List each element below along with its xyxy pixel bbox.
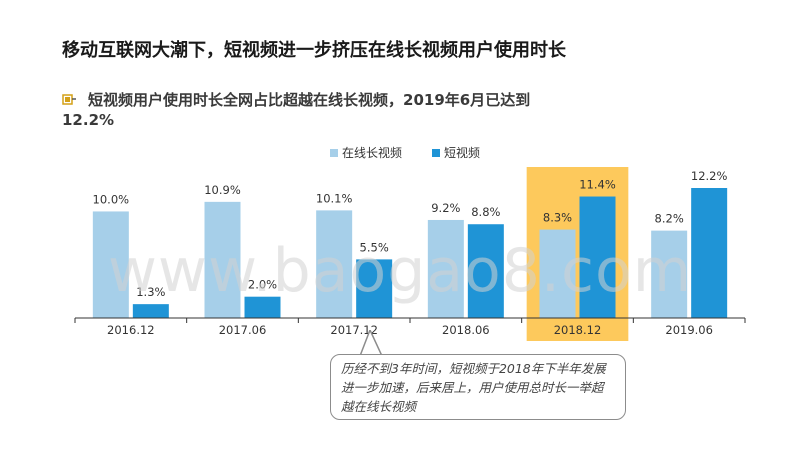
x-tick-label: 2017.12 (330, 323, 378, 337)
bar (244, 296, 281, 318)
bar (316, 210, 353, 318)
x-tick-label: 2016.12 (107, 323, 155, 337)
x-tick-label: 2017.06 (219, 323, 267, 337)
data-label: 8.3% (543, 211, 572, 225)
data-label: 5.5% (360, 240, 389, 254)
x-tick-label: 2018.06 (442, 323, 490, 337)
data-label: 11.4% (579, 178, 616, 192)
bar (691, 188, 728, 318)
bar (651, 230, 688, 318)
legend-label-1: 在线长视频 (342, 145, 402, 160)
data-label: 1.3% (136, 285, 165, 299)
data-label: 10.1% (316, 191, 353, 205)
bar (467, 224, 504, 318)
legend-swatch-2 (432, 149, 440, 157)
bar (356, 259, 393, 318)
data-label: 10.9% (204, 183, 241, 197)
data-label: 2.0% (248, 278, 277, 292)
bar (427, 219, 464, 318)
bar (132, 304, 169, 318)
x-tick-label: 2019.06 (665, 323, 713, 337)
data-label: 8.2% (655, 212, 684, 226)
bar (92, 211, 129, 318)
legend-label-2: 短视频 (444, 145, 480, 160)
bar (579, 196, 616, 318)
page-title: 移动互联网大潮下，短视频进一步挤压在线长视频用户使用时长 (62, 40, 566, 61)
bar (204, 201, 241, 318)
data-label: 10.0% (93, 192, 130, 206)
pointing-hand-icon (62, 94, 76, 105)
data-label: 9.2% (431, 201, 460, 215)
legend-swatch-1 (330, 149, 338, 157)
data-label: 8.8% (471, 205, 500, 219)
chart-subtitle-value: 12.2% (62, 111, 115, 129)
bar (539, 229, 576, 318)
chart-subtitle: 短视频用户使用时长全网占比超越在线长视频，2019年6月已达到 (88, 91, 531, 109)
callout-note: 历经不到3年时间，短视频于2018年下半年发展进一步加速，后来居上，用户使用总时… (330, 354, 626, 420)
x-tick-label: 2018.12 (554, 323, 602, 337)
data-label: 12.2% (691, 169, 728, 183)
